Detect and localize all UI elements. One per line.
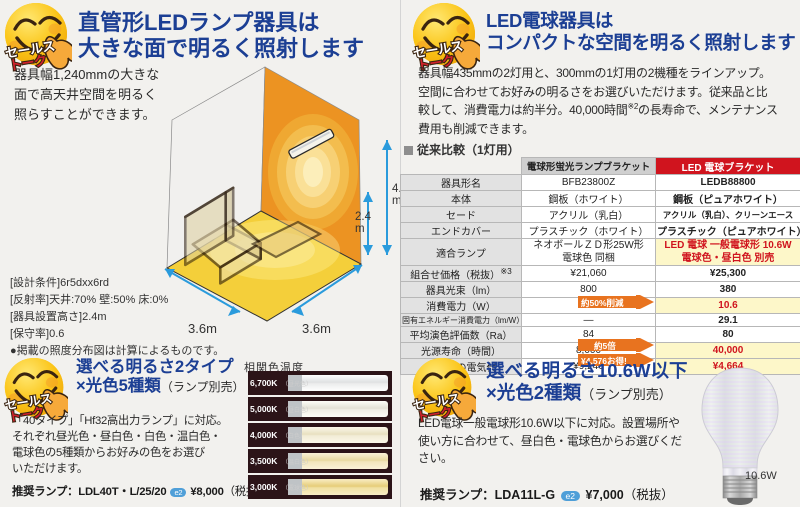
svg-text:3.6m: 3.6m bbox=[302, 321, 331, 336]
svg-text:（白色）: （白色） bbox=[282, 432, 306, 440]
svg-text:（温白色）: （温白色） bbox=[282, 458, 312, 466]
svg-text:（昼白色）: （昼白色） bbox=[282, 406, 312, 414]
svg-text:m: m bbox=[355, 223, 365, 235]
svg-text:2.4: 2.4 bbox=[355, 211, 372, 223]
svg-text:（昼光色）: （昼光色） bbox=[282, 380, 312, 388]
svg-text:（電球色）: （電球色） bbox=[282, 484, 312, 492]
svg-text:3,000K: 3,000K bbox=[250, 482, 278, 492]
svg-text:3,500K: 3,500K bbox=[250, 456, 278, 466]
svg-text:6,700K: 6,700K bbox=[250, 378, 278, 388]
svg-text:5,000K: 5,000K bbox=[250, 404, 278, 414]
svg-text:4,000K: 4,000K bbox=[250, 430, 278, 440]
